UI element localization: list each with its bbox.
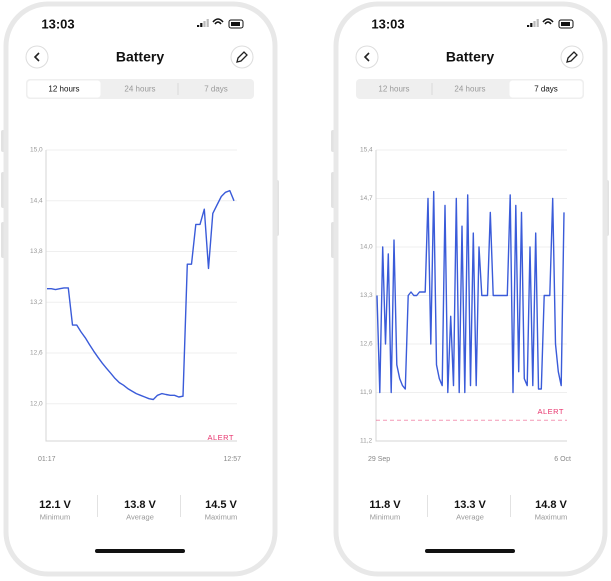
battery-icon [228,19,244,29]
stat-label: Average [456,512,484,521]
home-indicator [425,549,515,553]
signal-bar [200,23,203,27]
stat-label: Minimum [40,512,70,521]
status-time: 13:03 [41,16,74,31]
edit-button[interactable] [230,45,254,69]
wifi-icon [212,18,224,25]
tab[interactable]: 24 hours [124,85,155,94]
y-tick-label: 14,7 [360,195,373,202]
y-tick-label: 14,0 [360,244,373,251]
y-tick-label: 13,2 [30,299,43,306]
battery-level [231,22,240,26]
y-tick-label: 14,4 [30,197,43,204]
voltage-line [376,190,565,394]
stat-value: 11.8 V [369,499,401,511]
stat-label: Maximum [535,512,568,521]
y-tick-label: 11,2 [360,438,373,445]
x-tick-label: 12:57 [223,456,241,463]
back-button[interactable] [355,45,379,69]
y-tick-label: 15,0 [30,147,43,154]
tab[interactable]: 7 days [204,85,228,94]
tab-selected [27,80,101,98]
stat-value: 12.1 V [39,499,71,511]
wifi-icon [542,18,554,25]
back-icon [363,52,370,62]
y-tick-label: 11,9 [360,389,373,396]
tab-selected [509,80,583,98]
stat-value: 13.8 V [124,499,156,511]
x-tick-label: 29 Sep [368,456,390,463]
y-tick-label: 12,6 [30,350,43,357]
signal-bar [206,19,209,27]
phone-frame [333,1,608,577]
stat-value: 14.5 V [205,499,237,511]
signal-bar [533,21,536,27]
edit-icon [236,51,248,63]
y-tick-label: 12,0 [30,400,43,407]
back-icon [33,52,40,62]
y-tick-label: 13,3 [360,292,373,299]
voltage-line [47,189,235,401]
page-title: Battery [446,49,494,65]
stat-label: Maximum [205,512,238,521]
signal-bar [530,23,533,27]
battery-icon [558,19,574,29]
page-title: Battery [116,49,164,65]
stat-value: 13.3 V [454,499,486,511]
status-time: 13:03 [371,16,404,31]
tab[interactable]: 12 hours [48,85,79,94]
signal-bar [527,25,530,27]
y-tick-label: 15,4 [360,147,373,154]
edit-icon [566,51,578,63]
y-tick-label: 13,8 [30,248,43,255]
tab[interactable]: 7 days [534,85,558,94]
y-tick-label: 12,6 [360,341,373,348]
alert-label: ALERT [207,433,234,442]
signal-bar [536,19,539,27]
chart-frame [375,150,567,442]
stat-label: Average [126,512,154,521]
back-button[interactable] [25,45,49,69]
phone-frame [3,1,278,577]
edit-button[interactable] [560,45,584,69]
home-indicator [95,549,185,553]
x-tick-label: 6 Oct [554,456,571,463]
alert-label: ALERT [537,407,564,416]
stat-value: 14.8 V [535,499,567,511]
battery-level [561,22,570,26]
signal-bar [197,25,200,27]
x-tick-label: 01:17 [38,456,56,463]
chart-frame [45,150,237,442]
tab[interactable]: 24 hours [454,85,485,94]
stat-label: Minimum [370,512,400,521]
signal-bar [203,21,206,27]
tab[interactable]: 12 hours [378,85,409,94]
